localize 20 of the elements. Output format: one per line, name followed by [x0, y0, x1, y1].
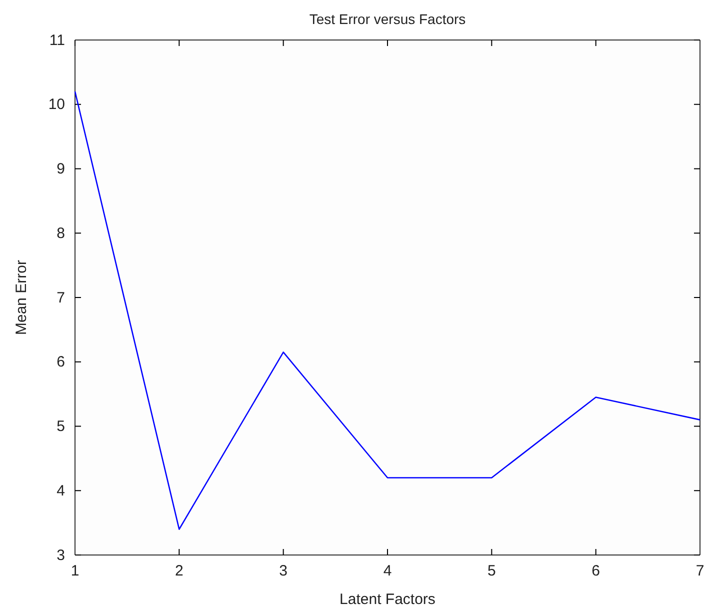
y-tick-label: 4	[56, 482, 65, 500]
y-tick-label: 7	[56, 289, 65, 306]
y-tick-label: 3	[56, 546, 65, 564]
x-tick-label: 3	[279, 562, 288, 580]
y-tick-label: 8	[56, 224, 65, 242]
y-axis-title: Mean Error	[13, 260, 30, 336]
y-tick-label: 9	[56, 160, 65, 178]
y-tick-label: 10	[48, 96, 65, 114]
x-tick-label: 6	[592, 562, 600, 580]
x-tick-label: 5	[487, 562, 496, 580]
line-series	[74, 90, 701, 530]
y-tick-label: 6	[56, 354, 65, 371]
chart-title: Test Error versus Factors	[309, 11, 466, 27]
x-tick-label: 2	[174, 562, 184, 580]
x-tick-label: 7	[696, 562, 704, 580]
y-tick-label: 5	[56, 418, 65, 436]
y-tick-label: 11	[49, 32, 65, 49]
x-tick-label: 4	[383, 562, 392, 580]
x-axis-title: Latent Factors	[340, 591, 436, 608]
x-tick-label: 1	[70, 562, 80, 580]
